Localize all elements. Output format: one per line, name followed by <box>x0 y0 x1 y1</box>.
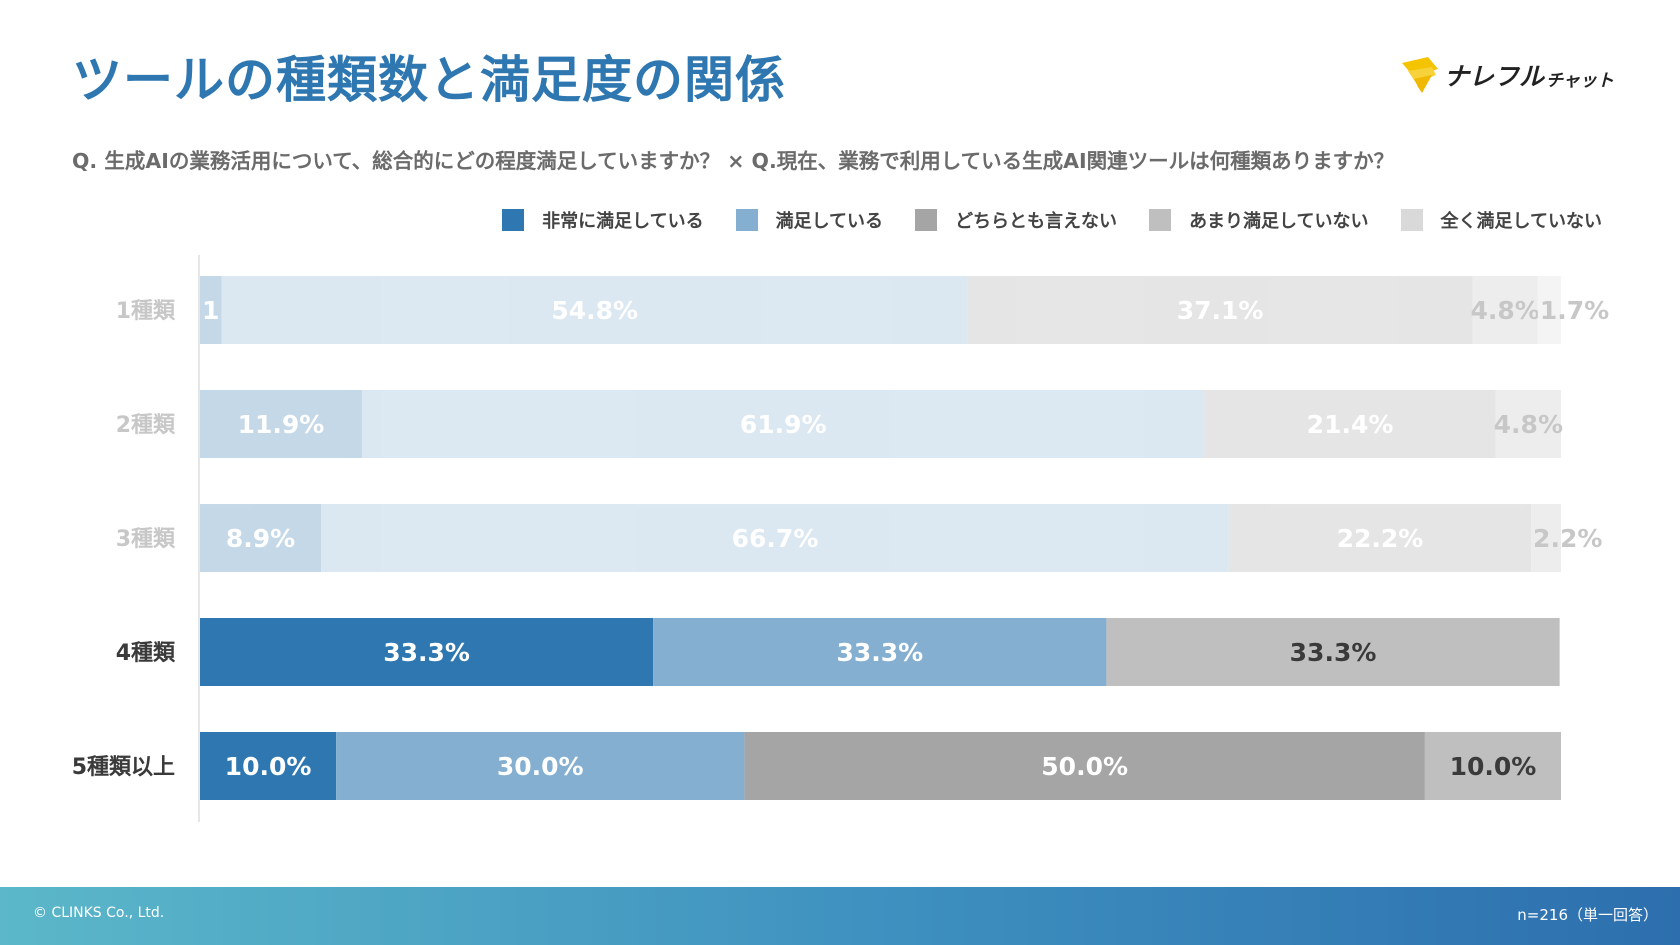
legend-label: 満足している <box>775 211 884 232</box>
data-label: 30.0% <box>497 752 584 781</box>
legend-label: 非常に満足している <box>542 211 704 232</box>
data-label: 1.7% <box>1540 296 1609 325</box>
logo-text-main: ナレフル <box>1444 62 1545 91</box>
data-label: 4.8% <box>1494 410 1563 439</box>
data-label: 4.8% <box>1471 296 1540 325</box>
data-label: 8.9% <box>226 524 295 553</box>
bar-segment <box>967 276 1473 344</box>
data-label: 2.2% <box>1533 524 1602 553</box>
bar-segment <box>200 618 654 686</box>
category-label: 1種類 <box>116 299 176 324</box>
page-title: ツールの種類数と満足度の関係 <box>72 51 786 109</box>
legend-item: 全く満足していない <box>1400 207 1602 233</box>
bar-segment <box>1537 276 1561 344</box>
bar-segment <box>1228 504 1532 572</box>
data-label: 21.4% <box>1307 410 1394 439</box>
bar-segment <box>221 276 968 344</box>
legend-label: 全く満足していない <box>1440 211 1602 232</box>
logo-text-sub: チャット <box>1546 70 1614 91</box>
legend-swatch <box>502 209 525 231</box>
sample-size-note: n=216（単一回答） <box>1517 906 1658 924</box>
stacked-bar-chart: 1種類1.6%54.8%37.1%4.8%1.7%2種類11.9%61.9%21… <box>72 255 1609 822</box>
data-label: 61.9% <box>740 410 827 439</box>
bar-segment <box>361 390 1205 458</box>
category-label: 2種類 <box>116 413 176 438</box>
data-label: 54.8% <box>551 296 638 325</box>
legend-label: あまり満足していない <box>1189 211 1369 232</box>
bar-segment <box>336 732 745 800</box>
data-label: 22.2% <box>1337 524 1424 553</box>
legend-item: 満足している <box>735 207 884 233</box>
bar-segment <box>1204 390 1496 458</box>
legend-item: あまり満足していない <box>1149 207 1369 233</box>
brand-logo: ナレフル チャット <box>1398 52 1623 98</box>
bar-segment <box>200 732 337 800</box>
data-label: 10.0% <box>1450 752 1537 781</box>
legend-swatch <box>735 209 758 231</box>
bar-segment <box>200 504 322 572</box>
data-label: 66.7% <box>732 524 819 553</box>
bar-row: 3種類 8.9% 66.7% 22.2% 2.2% <box>116 504 1602 572</box>
bar-segment <box>200 390 362 458</box>
bar-segment <box>321 504 1229 572</box>
legend-item: 非常に満足している <box>502 207 704 233</box>
bar-segment <box>653 618 1107 686</box>
data-label: 33.3% <box>836 638 923 667</box>
data-label: 33.3% <box>383 638 470 667</box>
category-label: 3種類 <box>116 527 176 552</box>
bar-segment <box>1424 732 1561 800</box>
data-label: 50.0% <box>1041 752 1128 781</box>
data-label: 33.3% <box>1290 638 1377 667</box>
legend-swatch <box>915 209 938 231</box>
legend-label: どちらとも言えない <box>955 211 1118 232</box>
bar-row: 1種類 1.6% 54.8% 37.1% 4.8%1.7% <box>116 276 1609 344</box>
bar-segment <box>1531 504 1561 572</box>
legend-swatch <box>1400 209 1423 231</box>
data-label: 11.9% <box>238 410 325 439</box>
data-label: 10.0% <box>225 752 312 781</box>
bar-row: 4種類 33.3% 33.3% 33.3% <box>116 618 1560 686</box>
chart-legend: 非常に満足している 満足している どちらとも言えない あまり満足していない 全く満足して… <box>502 208 1602 232</box>
category-label: 4種類 <box>116 641 176 666</box>
naleful-chat-logo-icon <box>1402 57 1438 93</box>
survey-question: Q. 生成AIの業務活用について、総合的にどの程度満足していますか？ × Q.現… <box>72 149 1395 173</box>
data-label: 37.1% <box>1177 296 1264 325</box>
bar-segment <box>200 276 222 344</box>
bar-row: 5種類以上 10.0% 30.0% 50.0% 10.0% <box>72 732 1561 800</box>
copyright-text: © CLINKS Co., Ltd. <box>33 905 165 921</box>
legend-item: どちらとも言えない <box>915 207 1117 233</box>
bar-segment <box>744 732 1425 800</box>
bar-row: 2種類 11.9% 61.9% 21.4% 4.8% <box>116 390 1563 458</box>
bar-segment <box>1495 390 1561 458</box>
legend-swatch <box>1149 209 1172 231</box>
category-label: 5種類以上 <box>72 755 175 780</box>
footer-bar: © CLINKS Co., Ltd. n=216（単一回答） <box>0 887 1680 945</box>
data-label: 1.6% <box>202 296 271 325</box>
bar-segment <box>1106 618 1560 686</box>
bar-segment <box>1472 276 1538 344</box>
